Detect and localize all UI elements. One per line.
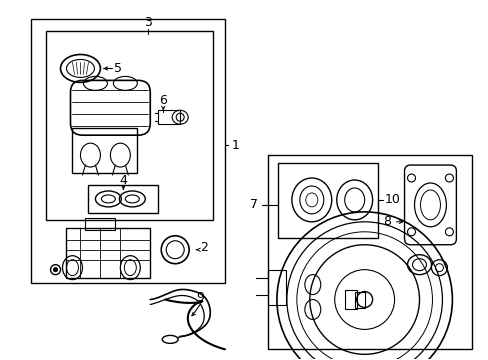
Bar [267, 270, 285, 305]
Bar [344, 289, 356, 310]
Ellipse shape [53, 268, 58, 272]
Bar [277, 163, 377, 238]
Text: 1: 1 [232, 139, 240, 152]
Bar [85, 218, 115, 230]
Bar [72, 128, 137, 173]
Text: 2: 2 [200, 241, 207, 254]
Bar [65, 228, 150, 278]
Text: 10: 10 [384, 193, 400, 206]
Text: 7: 7 [249, 198, 258, 211]
Bar [354, 292, 364, 307]
Bar [45, 31, 213, 220]
Bar [31, 19, 224, 283]
Text: 8: 8 [383, 215, 391, 228]
Bar [88, 185, 158, 213]
Text: 9: 9 [196, 291, 203, 304]
Bar [267, 155, 471, 349]
Text: 6: 6 [159, 94, 167, 107]
Text: 5: 5 [114, 62, 122, 75]
Text: 3: 3 [144, 16, 152, 29]
Bar [158, 110, 180, 124]
Text: 4: 4 [119, 174, 127, 186]
